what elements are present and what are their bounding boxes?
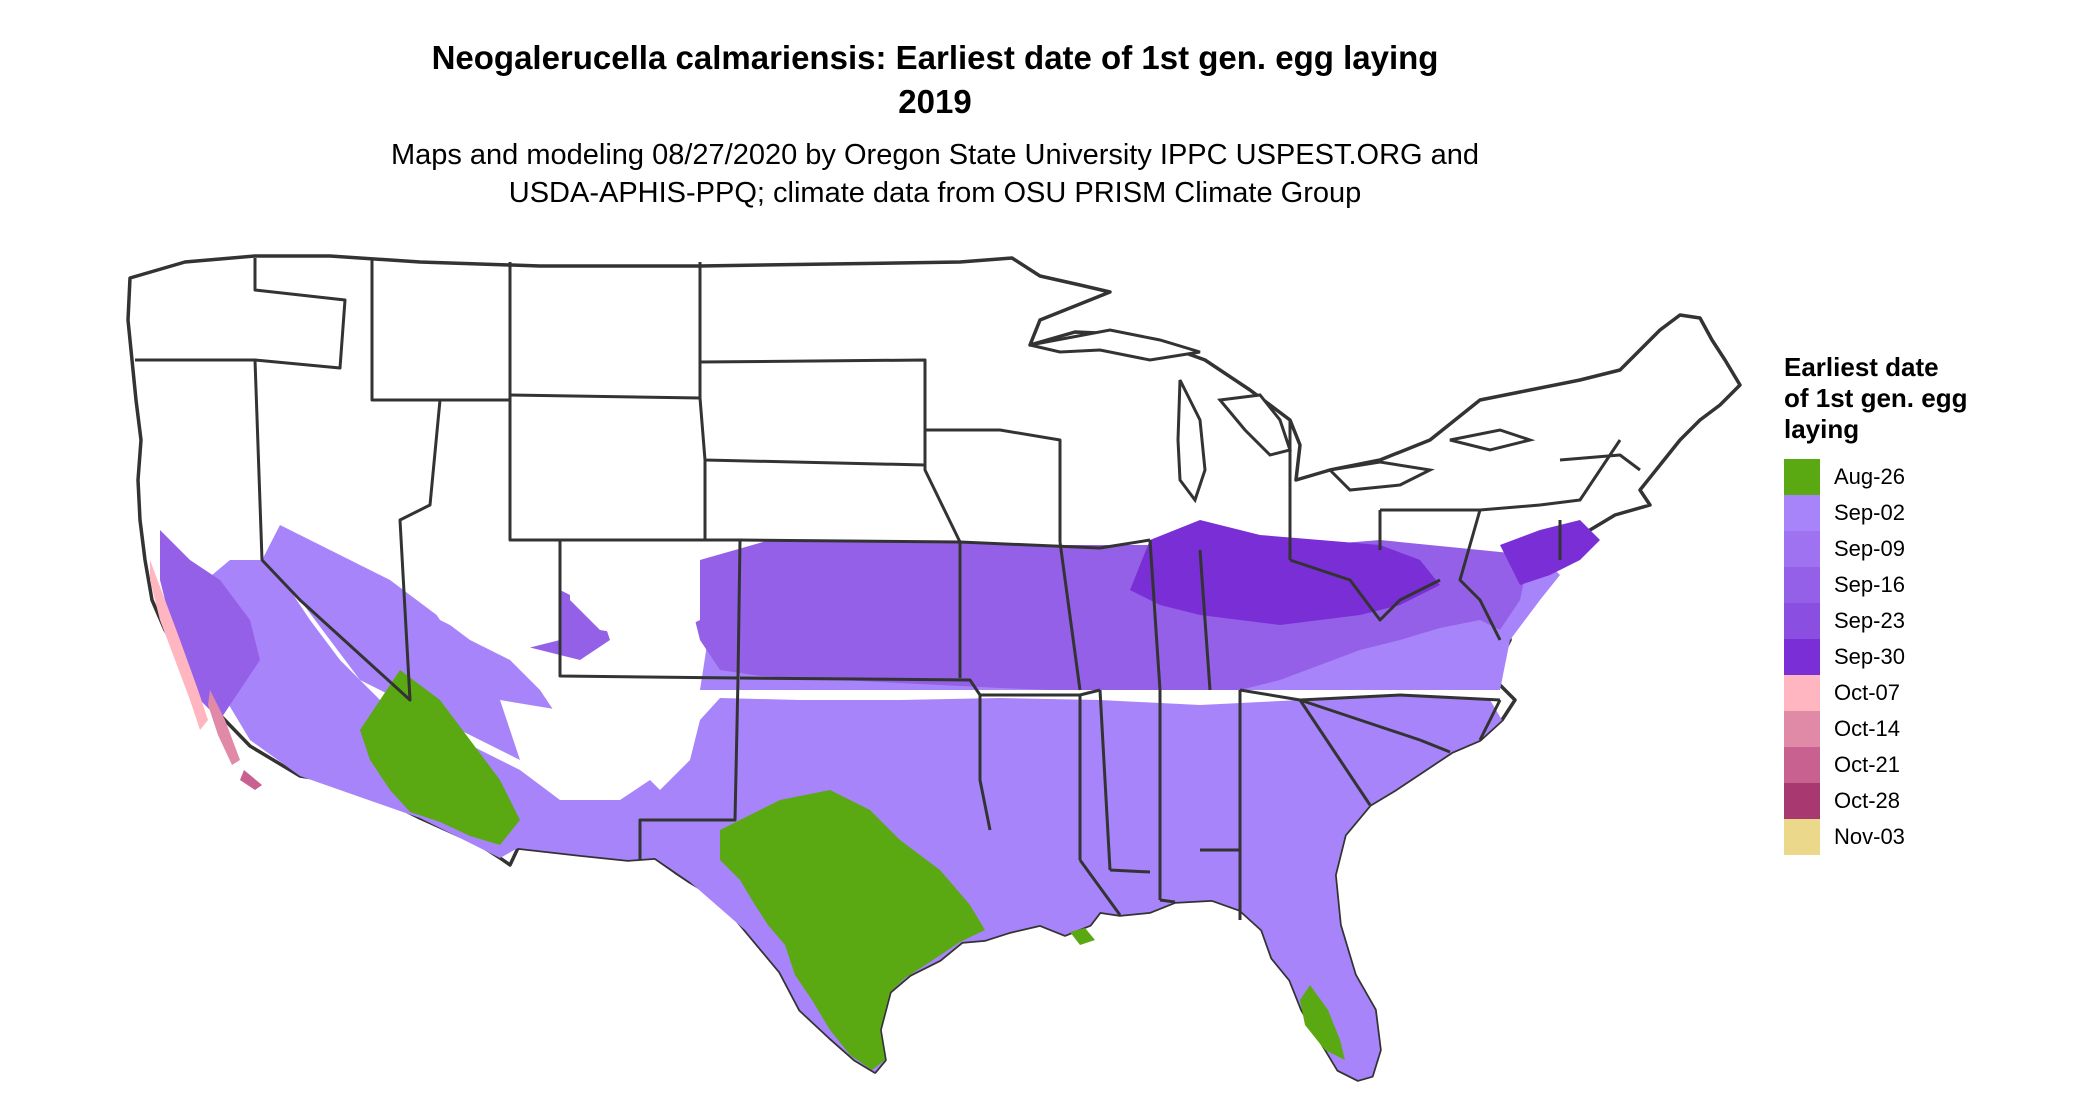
legend-swatch <box>1784 567 1820 603</box>
legend-swatch <box>1784 675 1820 711</box>
zone-oct-pinks <box>150 560 262 790</box>
legend-item-sep09: Sep-09 <box>1784 531 1967 567</box>
legend-label: Sep-16 <box>1834 572 1905 597</box>
legend-item-sep30: Sep-30 <box>1784 639 1967 675</box>
legend-swatch <box>1784 639 1820 675</box>
legend-title-line3: laying <box>1784 414 1860 444</box>
legend-swatch <box>1784 459 1820 495</box>
map-title: Neogalerucella calmariensis: Earliest da… <box>431 39 1439 76</box>
legend-swatch <box>1784 711 1820 747</box>
legend-item-oct28: Oct-28 <box>1784 783 1967 819</box>
legend-item-oct21: Oct-21 <box>1784 747 1967 783</box>
legend-title-line1: Earliest date <box>1784 352 1939 382</box>
legend-label: Sep-30 <box>1834 644 1905 669</box>
zone-none <box>420 540 700 790</box>
legend-title-line2: of 1st gen. egg <box>1784 383 1968 413</box>
legend-label: Oct-14 <box>1834 716 1901 741</box>
legend-swatch <box>1784 783 1820 819</box>
legend-label: Oct-07 <box>1834 680 1901 705</box>
legend-label: Sep-09 <box>1834 536 1905 561</box>
legend-swatch <box>1784 819 1820 855</box>
legend-label: Aug-26 <box>1834 464 1905 489</box>
great-lakes <box>1029 328 1536 504</box>
legend-label: Oct-28 <box>1834 788 1901 813</box>
legend-label: Sep-23 <box>1834 608 1905 633</box>
state-borders <box>135 258 1641 920</box>
map-subtitle-line1: Maps and modeling 08/27/2020 by Oregon S… <box>390 139 1480 171</box>
legend-title: Earliest date of 1st gen. egg laying <box>1784 352 1967 445</box>
legend-item-oct07: Oct-07 <box>1784 675 1967 711</box>
legend-label: Nov-03 <box>1834 824 1905 849</box>
legend-swatch <box>1784 747 1820 783</box>
legend-swatch <box>1784 603 1820 639</box>
legend-item-aug26: Aug-26 <box>1784 459 1967 495</box>
legend-label: Oct-21 <box>1834 752 1901 777</box>
map-subtitle-line2: USDA-APHIS-PPQ; climate data from OSU PR… <box>508 177 1362 209</box>
legend-item-oct14: Oct-14 <box>1784 711 1967 747</box>
legend-item-sep02: Sep-02 <box>1784 495 1967 531</box>
legend-item-nov03: Nov-03 <box>1784 819 1967 855</box>
zone-aug26 <box>360 670 1345 1070</box>
legend-label: Sep-02 <box>1834 500 1905 525</box>
map-year: 2019 <box>898 83 972 120</box>
legend-item-sep16: Sep-16 <box>1784 567 1967 603</box>
legend-swatch <box>1784 531 1820 567</box>
legend-swatch <box>1784 495 1820 531</box>
legend: Earliest date of 1st gen. egg laying Aug… <box>1784 352 1967 855</box>
legend-item-sep23: Sep-23 <box>1784 603 1967 639</box>
